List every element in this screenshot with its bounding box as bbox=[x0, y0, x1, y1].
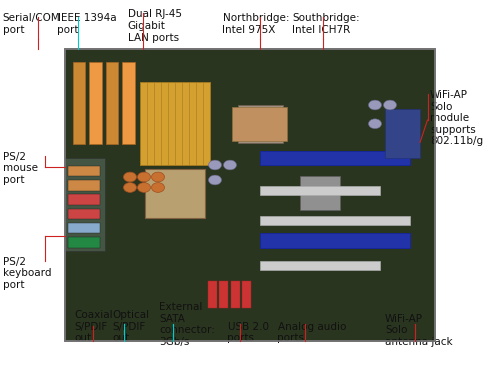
Bar bbox=[65, 158, 105, 251]
Bar bbox=[65, 49, 435, 341]
Bar bbox=[89, 62, 102, 144]
Text: PS/2
mouse
port: PS/2 mouse port bbox=[2, 152, 37, 185]
Text: External
SATA
connector:
3Gb/s: External SATA connector: 3Gb/s bbox=[159, 302, 215, 347]
Circle shape bbox=[138, 183, 150, 192]
Bar bbox=[68, 166, 100, 176]
Bar bbox=[232, 107, 287, 141]
Text: Analog audio
ports: Analog audio ports bbox=[278, 321, 346, 343]
Circle shape bbox=[208, 160, 222, 170]
Bar bbox=[260, 186, 380, 195]
Bar bbox=[68, 237, 100, 248]
Bar bbox=[385, 109, 420, 158]
Bar bbox=[260, 216, 410, 225]
Bar bbox=[65, 49, 435, 341]
Bar bbox=[230, 281, 239, 308]
Text: WiFi-AP
Solo
antenna jack: WiFi-AP Solo antenna jack bbox=[385, 314, 452, 347]
Circle shape bbox=[224, 160, 236, 170]
Bar bbox=[122, 62, 134, 144]
Bar bbox=[68, 194, 100, 205]
Text: Serial/COM
port: Serial/COM port bbox=[2, 13, 60, 35]
Text: Coaxial
S/PDIF
out: Coaxial S/PDIF out bbox=[74, 310, 112, 343]
Circle shape bbox=[124, 172, 136, 182]
Bar bbox=[145, 169, 205, 217]
Bar bbox=[68, 209, 100, 219]
Text: Southbridge:
Intel ICH7R: Southbridge: Intel ICH7R bbox=[292, 13, 360, 35]
Bar bbox=[260, 233, 410, 248]
Circle shape bbox=[152, 172, 164, 182]
Circle shape bbox=[384, 100, 396, 110]
Text: Dual RJ-45
Gigabit
LAN ports: Dual RJ-45 Gigabit LAN ports bbox=[128, 9, 182, 43]
Text: PS/2
keyboard
port: PS/2 keyboard port bbox=[2, 257, 51, 290]
Text: Northbridge:
Intel 975X: Northbridge: Intel 975X bbox=[222, 13, 289, 35]
Bar bbox=[260, 261, 380, 270]
Bar bbox=[106, 62, 118, 144]
Bar bbox=[68, 180, 100, 190]
Circle shape bbox=[138, 172, 150, 182]
Circle shape bbox=[368, 119, 382, 129]
Bar bbox=[238, 105, 282, 142]
Bar bbox=[72, 62, 85, 144]
Circle shape bbox=[368, 100, 382, 110]
Bar bbox=[208, 281, 216, 308]
Bar bbox=[219, 281, 228, 308]
Circle shape bbox=[152, 183, 164, 192]
Text: Optical
S/PDIF
out: Optical S/PDIF out bbox=[112, 310, 150, 343]
Text: WiFi-AP
Solo
module
supports
802.11b/g: WiFi-AP Solo module supports 802.11b/g bbox=[430, 90, 483, 146]
Bar bbox=[300, 176, 340, 210]
Circle shape bbox=[124, 183, 136, 192]
Text: USB 2.0
ports: USB 2.0 ports bbox=[228, 321, 268, 343]
Text: IEEE 1394a
port: IEEE 1394a port bbox=[58, 13, 116, 35]
Bar bbox=[242, 281, 251, 308]
Bar bbox=[140, 82, 210, 165]
Bar bbox=[260, 151, 410, 165]
Circle shape bbox=[208, 175, 222, 185]
Bar bbox=[68, 223, 100, 233]
